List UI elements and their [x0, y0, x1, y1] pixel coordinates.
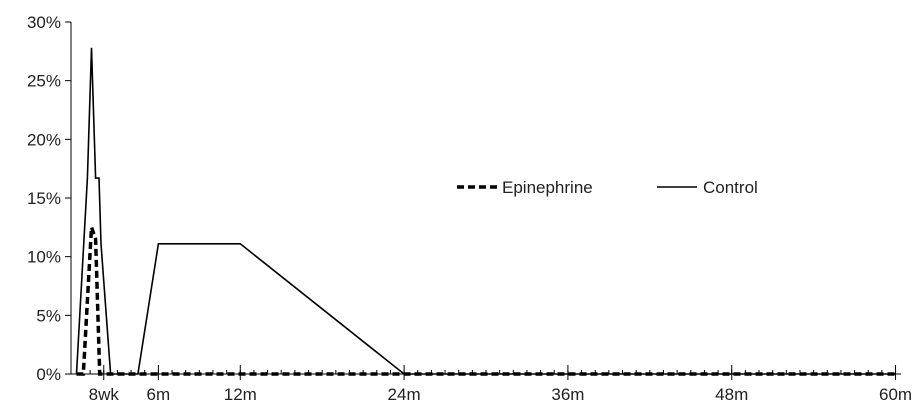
y-tick-label: 10% [27, 248, 61, 267]
x-tick-label: 12m [224, 385, 257, 404]
x-tick-label: 48m [715, 385, 748, 404]
series-line-control [75, 47, 896, 375]
legend: Epinephrine Control [457, 178, 758, 197]
y-axis: 0% 5% 10% 15% 20% 25% 30% [27, 13, 72, 384]
y-tick-label: 25% [27, 72, 61, 91]
legend-label-control: Control [703, 178, 758, 197]
y-tick-label: 0% [36, 365, 61, 384]
x-tick-label: 36m [551, 385, 584, 404]
x-tick-label: 60m [879, 385, 912, 404]
x-tick-label: 6m [147, 385, 171, 404]
series-lines [75, 47, 896, 376]
x-tick-label: 8wk [89, 385, 120, 404]
legend-label-epinephrine: Epinephrine [502, 178, 593, 197]
y-tick-label: 20% [27, 130, 61, 149]
x-tick-label: 24m [388, 385, 421, 404]
y-tick-label: 15% [27, 189, 61, 208]
x-axis: 8wk 6m 12m 24m 36m 48m 60m [71, 365, 912, 404]
series-line-epinephrine [76, 226, 896, 376]
y-tick-label: 30% [27, 13, 61, 32]
y-tick-label: 5% [36, 306, 61, 325]
